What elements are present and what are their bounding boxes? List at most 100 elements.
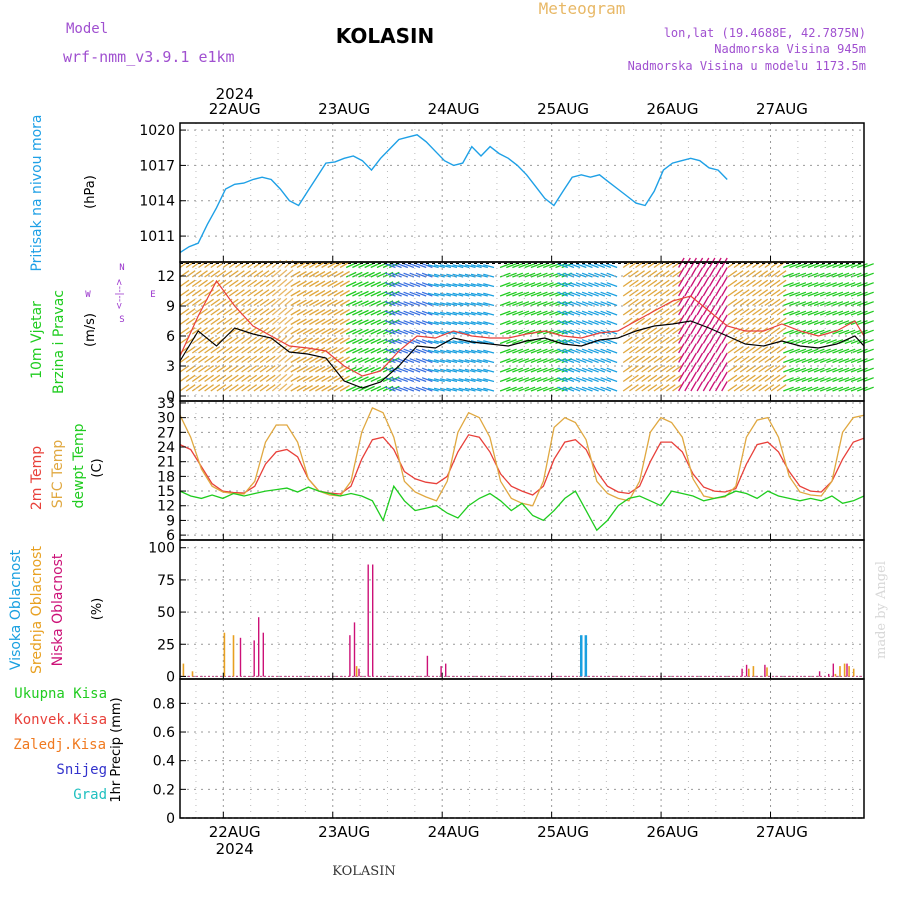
wind-barb — [452, 368, 464, 373]
wind-barb — [506, 329, 517, 335]
model-name: wrf-nmm_v3.9.1 e1km — [63, 48, 235, 66]
wind-barb — [458, 321, 470, 326]
wind-barb — [696, 276, 704, 287]
wind-barb — [863, 320, 874, 326]
wind-barb — [364, 347, 375, 354]
wind-barb — [483, 340, 495, 345]
wind-barb — [198, 270, 208, 278]
wind-barb — [690, 314, 697, 325]
wind-barb — [302, 337, 313, 345]
wind-barb — [204, 384, 214, 392]
wind-barb — [600, 348, 612, 354]
wind-barb — [210, 308, 221, 316]
wind-barb — [813, 320, 825, 326]
wind-barb — [483, 292, 495, 297]
wind-barb — [838, 263, 850, 269]
wind-barb — [801, 358, 813, 364]
wind-barb — [702, 314, 710, 325]
wind-barb — [315, 270, 326, 278]
wind-barb — [271, 297, 282, 306]
wind-barb — [770, 374, 781, 383]
wind-barb — [259, 289, 270, 297]
y-tick-label: 25 — [157, 637, 175, 653]
wind-barb — [524, 320, 536, 326]
wind-barb — [284, 278, 294, 287]
wind-barb — [563, 291, 575, 297]
wind-barb — [629, 346, 639, 354]
wind-barb — [575, 377, 587, 383]
wind-barb — [191, 365, 202, 373]
wind-barb — [391, 272, 402, 278]
wind-barb — [715, 276, 722, 287]
wind-barb — [684, 295, 691, 306]
wind-barb — [783, 329, 794, 335]
wind-barb — [421, 301, 433, 307]
wind-barb — [464, 292, 476, 297]
wind-barb — [222, 336, 233, 345]
wind-barb — [733, 384, 744, 392]
wind-barb — [284, 364, 294, 373]
wind-barb — [696, 362, 704, 373]
wind-barb — [581, 367, 593, 373]
wind-barb — [204, 317, 214, 326]
wind-barb — [345, 385, 357, 392]
wind-barb — [278, 307, 288, 316]
wind-barb — [850, 329, 862, 335]
wind-barb — [265, 279, 276, 288]
wind-barb — [458, 378, 470, 383]
bottom-day-label: 22AUG — [209, 823, 261, 841]
wind-barb — [789, 263, 801, 269]
wind-barb — [647, 365, 658, 373]
mid-cloud-bar — [852, 668, 855, 677]
wind-barb — [819, 386, 831, 392]
low-cloud-bar — [262, 632, 264, 677]
wind-barb — [235, 365, 245, 373]
wind-barb — [563, 282, 575, 288]
wind-barb — [524, 263, 536, 269]
wind-barb — [727, 317, 738, 326]
wind-barb — [813, 329, 825, 335]
wind-barb — [764, 289, 775, 297]
wind-barb — [764, 384, 775, 392]
wind-barb — [241, 384, 251, 392]
wind-barb — [856, 282, 868, 288]
wind-barb — [581, 358, 593, 364]
wind-barb — [783, 310, 794, 316]
wind-barb — [458, 273, 470, 278]
wind-barb — [739, 355, 750, 364]
wind-barb — [464, 321, 476, 326]
wind-barb — [333, 337, 344, 345]
wind-barb — [421, 310, 433, 316]
wind-barb — [752, 355, 762, 364]
wind-barb — [384, 339, 396, 345]
wind-barb — [384, 377, 396, 383]
wind-barb — [594, 282, 606, 288]
wind-barb — [241, 374, 251, 383]
wind-barb — [477, 321, 488, 326]
wind-barb — [838, 310, 850, 316]
wind-barb — [752, 336, 762, 345]
wind-barb — [863, 263, 874, 269]
wind-barb — [253, 270, 264, 278]
wind-barb — [440, 283, 452, 288]
wind-barb — [464, 283, 476, 288]
wind-barb — [844, 291, 856, 297]
wind-barb — [826, 348, 837, 354]
wind-barb — [721, 295, 728, 306]
wind-barb — [733, 327, 744, 335]
wind-barb — [536, 291, 548, 297]
wind-barb — [783, 339, 794, 345]
wind-barb — [764, 298, 775, 307]
wind-barb — [702, 352, 710, 363]
wind-barb — [253, 336, 264, 345]
wind-barb — [863, 282, 874, 288]
low-cloud-bar — [239, 637, 242, 677]
wind-barb — [690, 352, 697, 363]
wind-barb — [588, 358, 599, 364]
wind-barb — [278, 297, 288, 306]
wind-barb — [690, 362, 697, 373]
wind-barb — [569, 282, 581, 288]
wind-barb — [819, 329, 831, 335]
wind-barb — [807, 377, 819, 383]
